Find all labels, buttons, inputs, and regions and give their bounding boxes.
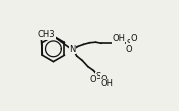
Text: O: O: [100, 75, 107, 84]
Text: O: O: [126, 45, 132, 54]
Text: O: O: [130, 34, 137, 43]
Text: OH: OH: [100, 79, 113, 88]
Text: CH3: CH3: [38, 30, 55, 40]
Text: O: O: [90, 75, 96, 84]
Text: N: N: [69, 45, 76, 54]
Text: OH: OH: [112, 34, 125, 43]
Text: S: S: [96, 72, 101, 81]
Text: S: S: [126, 39, 132, 48]
